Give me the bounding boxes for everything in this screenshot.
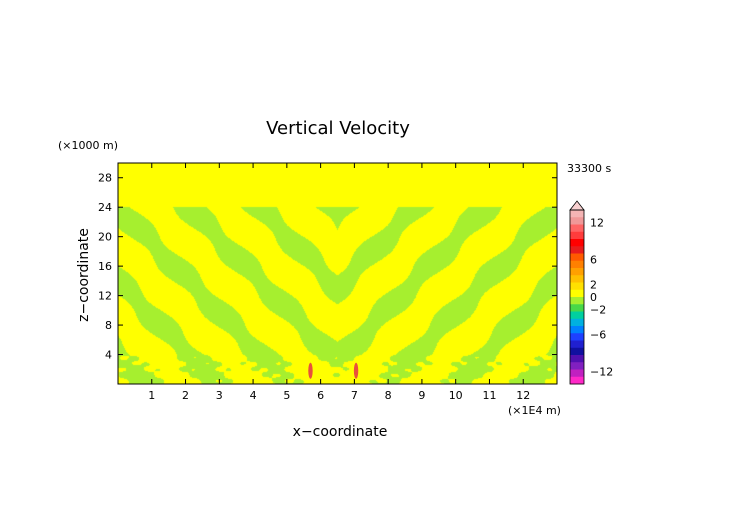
colorbar-swatch — [570, 268, 584, 276]
colorbar-swatch — [570, 304, 584, 312]
colorbar-swatch — [570, 362, 584, 370]
y-axis-unit: (×1000 m) — [58, 139, 118, 152]
colorbar-label: −6 — [590, 328, 606, 341]
plot-frame — [117, 162, 558, 385]
y-tick-label: 28 — [98, 172, 112, 185]
colorbar-swatch — [570, 260, 584, 269]
x-tick-label: 12 — [516, 389, 530, 402]
x-tick-label: 4 — [250, 389, 257, 402]
x-tick-label: 9 — [418, 389, 425, 402]
y-tick-label: 16 — [98, 260, 112, 273]
colorbar-swatch — [570, 246, 584, 254]
time-label: 33300 s — [567, 162, 611, 175]
colorbar-swatch — [570, 311, 584, 320]
x-tick-label: 10 — [449, 389, 463, 402]
x-tick-label: 7 — [351, 389, 358, 402]
colorbar-swatch — [570, 347, 584, 356]
colorbar-swatch — [570, 297, 584, 305]
colorbar-swatch — [570, 210, 584, 218]
colorbar-label: −2 — [590, 303, 606, 316]
x-axis-unit: (×1E4 m) — [508, 404, 561, 417]
x-tick-label: 6 — [317, 389, 324, 402]
colorbar-swatch — [570, 231, 584, 240]
colorbar-swatch — [570, 318, 584, 327]
colorbar-swatch — [570, 369, 584, 378]
colorbar-overflow-arrow — [569, 200, 585, 211]
colorbar-label: 2 — [590, 279, 597, 292]
x-tick-label: 2 — [182, 389, 189, 402]
updraft-peak-1 — [308, 362, 313, 379]
x-tick-label: 11 — [482, 389, 496, 402]
colorbar-label: −12 — [590, 366, 613, 379]
colorbar-swatch — [570, 253, 584, 262]
y-axis-label: z−coordinate — [76, 228, 92, 322]
velocity-field — [118, 163, 557, 384]
x-tick-label: 1 — [148, 389, 155, 402]
colorbar-swatch — [570, 289, 584, 298]
colorbar-swatch — [570, 340, 584, 349]
updraft-peak-2 — [353, 362, 359, 379]
x-axis-label: x−coordinate — [293, 424, 388, 440]
colorbar-swatch — [570, 217, 584, 225]
y-tick-label: 8 — [105, 319, 112, 332]
colorbar-swatch — [570, 282, 584, 291]
colorbar-swatch — [570, 326, 584, 334]
colorbar-frame — [569, 209, 585, 385]
colorbar-swatch — [570, 376, 584, 385]
colorbar-swatch — [570, 333, 584, 341]
x-tick-label: 5 — [283, 389, 290, 402]
chart-title: Vertical Velocity — [266, 118, 410, 139]
x-tick-label: 8 — [385, 389, 392, 402]
colorbar-swatch — [570, 239, 584, 247]
colorbar-swatch — [570, 275, 584, 283]
x-tick-label: 3 — [216, 389, 223, 402]
colorbar-label: 0 — [590, 291, 597, 304]
colorbar: 12 6 20−2 −6 −12 — [569, 200, 613, 385]
y-tick-label: 4 — [105, 349, 112, 362]
colorbar-swatch — [570, 224, 584, 233]
y-tick-label: 20 — [98, 231, 112, 244]
colorbar-swatch — [570, 355, 584, 363]
colorbar-label: 6 — [590, 254, 597, 267]
y-tick-label: 24 — [98, 201, 112, 214]
y-tick-label: 12 — [98, 290, 112, 303]
colorbar-label: 12 — [590, 216, 604, 229]
